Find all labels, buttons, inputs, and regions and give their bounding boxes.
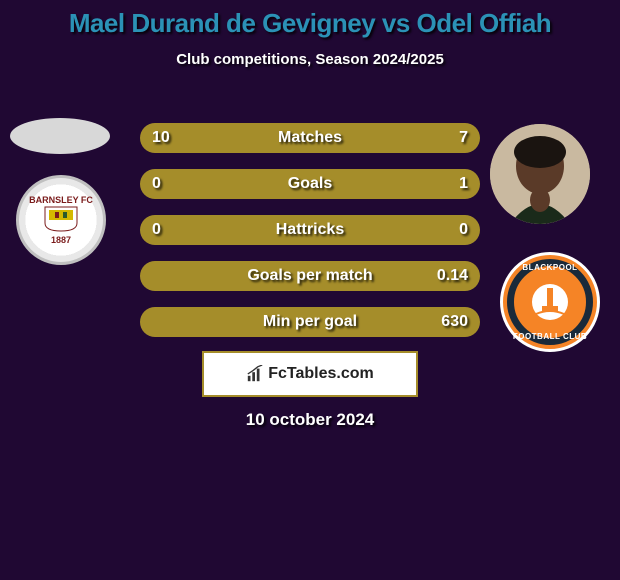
right-team-badge: BLACKPOOL FOOTBALL CLUB bbox=[500, 252, 600, 352]
stat-row: 10Matches7 bbox=[140, 123, 480, 153]
right-player-avatar bbox=[490, 124, 590, 224]
stat-right-value: 1 bbox=[459, 175, 468, 193]
stat-right-value: 7 bbox=[459, 129, 468, 147]
stat-row: 0Hattricks0 bbox=[140, 215, 480, 245]
left-player-avatar bbox=[10, 118, 110, 154]
left-badge-name: BARNSLEY FC bbox=[29, 195, 93, 205]
right-player-face-icon bbox=[490, 124, 590, 224]
right-badge-tower-icon bbox=[530, 282, 570, 322]
stat-right-value: 0 bbox=[459, 221, 468, 239]
right-badge-name-top: BLACKPOOL bbox=[522, 263, 577, 272]
left-badge-crest-icon bbox=[41, 205, 81, 233]
left-badge-year: 1887 bbox=[29, 235, 93, 245]
stat-row: Goals per match0.14 bbox=[140, 261, 480, 291]
stat-label: Hattricks bbox=[140, 221, 480, 239]
stats-bars: 10Matches70Goals10Hattricks0Goals per ma… bbox=[140, 123, 480, 353]
stat-right-value: 0.14 bbox=[437, 267, 468, 285]
left-badge-text: BARNSLEY FC 1887 bbox=[29, 195, 93, 245]
chart-icon bbox=[246, 365, 264, 383]
stat-label: Goals per match bbox=[140, 267, 480, 285]
stat-label: Goals bbox=[140, 175, 480, 193]
page-title: Mael Durand de Gevigney vs Odel Offiah bbox=[0, 0, 620, 39]
footer-brand-text: FcTables.com bbox=[268, 365, 374, 383]
right-badge-name-bottom: FOOTBALL CLUB bbox=[513, 332, 587, 341]
subtitle: Club competitions, Season 2024/2025 bbox=[0, 51, 620, 68]
stat-label: Matches bbox=[140, 129, 480, 147]
stat-row: 0Goals1 bbox=[140, 169, 480, 199]
stat-label: Min per goal bbox=[140, 313, 480, 331]
date-text: 10 october 2024 bbox=[0, 410, 620, 430]
stat-right-value: 630 bbox=[441, 313, 468, 331]
left-team-badge: BARNSLEY FC 1887 bbox=[16, 175, 106, 265]
stat-row: Min per goal630 bbox=[140, 307, 480, 337]
footer-brand-box: FcTables.com bbox=[202, 351, 418, 397]
